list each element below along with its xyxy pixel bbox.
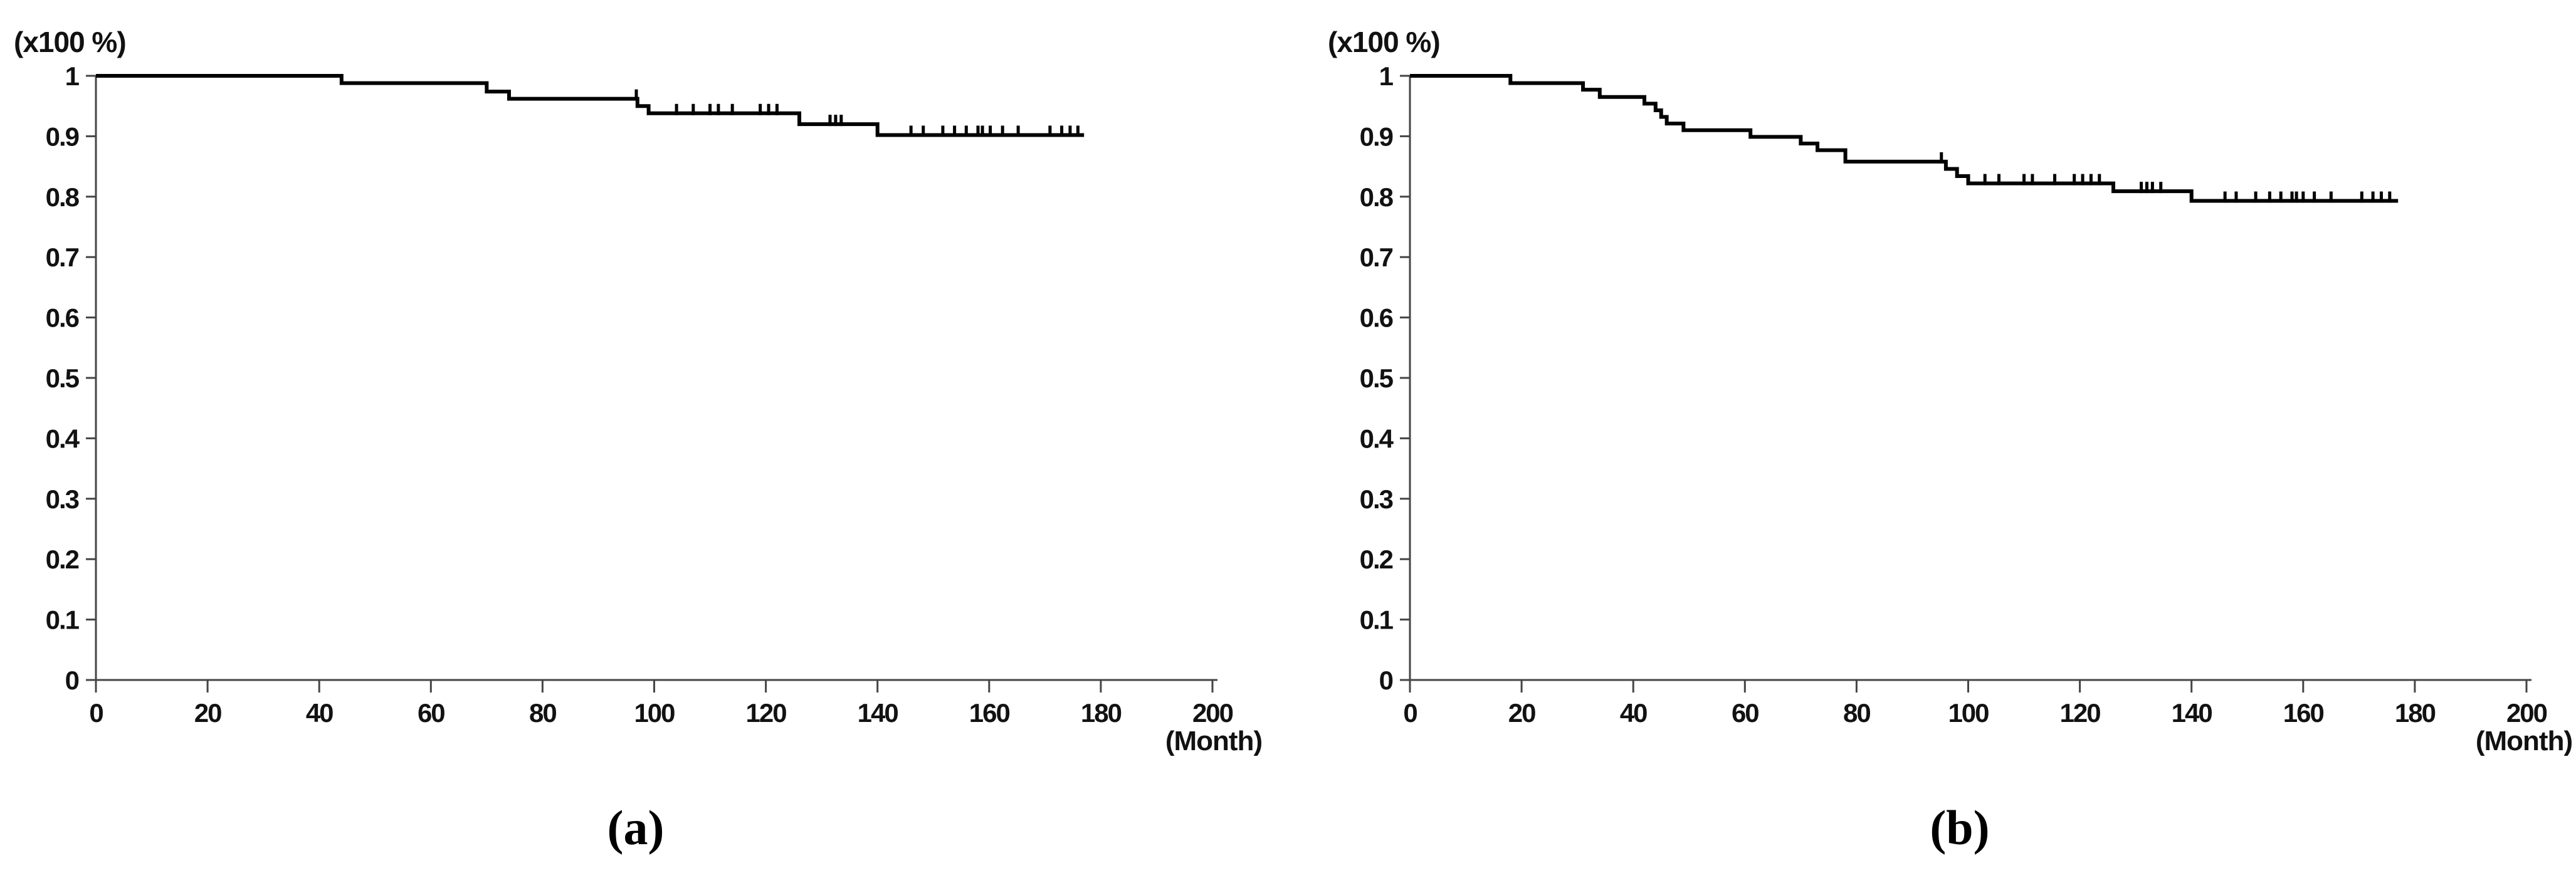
x-tick-label: 80 [529, 698, 556, 728]
y-tick-label: 0 [1379, 666, 1393, 695]
x-tick-label: 160 [969, 698, 1010, 728]
y-tick-label: 0.7 [46, 243, 79, 272]
x-tick-label: 180 [2395, 698, 2436, 728]
y-tick-label: 0.5 [1360, 363, 1394, 393]
y-tick-label: 0 [65, 666, 79, 695]
x-tick-label: 140 [2172, 698, 2212, 728]
x-tick-label: 20 [194, 698, 221, 728]
x-tick-label: 200 [1192, 698, 1233, 728]
y-tick-label: 0.8 [1360, 182, 1394, 212]
y-tick-label: 0.9 [46, 122, 79, 151]
x-tick-label: 180 [1081, 698, 1122, 728]
x-tick-label: 60 [418, 698, 444, 728]
x-axis-label-a: (Month) [1165, 726, 1263, 756]
chart-b: 0 20 40 60 80 100 120 140 160 180 200 1 0.9 0.8 0.7 0.6… [1314, 0, 2576, 873]
y-tick-label: 0.3 [1360, 484, 1393, 514]
y-tick-label: 0.7 [1360, 243, 1393, 272]
x-tick-label: 0 [89, 698, 103, 728]
x-tick-label: 40 [306, 698, 333, 728]
x-tick-label: 80 [1843, 698, 1870, 728]
panel-caption-a: (a) [607, 800, 665, 855]
y-tick-label: 0.2 [1360, 545, 1393, 574]
chart-a: 0 20 40 60 80 100 120 140 160 180 200 1 0.9 0.8 0.7 0.6… [0, 0, 1285, 873]
y-tick-label: 0.4 [46, 424, 80, 453]
y-axis-unit-label-b: (x100 %) [1328, 26, 1441, 58]
x-axis-label-b: (Month) [2475, 726, 2573, 756]
km-plot-a: 0 20 40 60 80 100 120 140 160 180 200 1 0.9 0.8 0.7 0.6… [46, 61, 1234, 728]
km-plot-b: 0 20 40 60 80 100 120 140 160 180 200 1 0.9 0.8 0.7 0.6… [1360, 61, 2548, 728]
y-tick-label: 1 [65, 61, 80, 91]
x-tick-label: 60 [1732, 698, 1759, 728]
x-tick-label: 120 [746, 698, 787, 728]
x-tick-label: 100 [1948, 698, 1989, 728]
y-tick-label: 0.4 [1360, 424, 1394, 453]
y-tick-label: 0.1 [46, 605, 80, 635]
survival-curve [96, 74, 1085, 137]
x-tick-label: 140 [858, 698, 898, 728]
y-tick-label: 0.6 [1360, 303, 1393, 333]
y-tick-label: 0.6 [46, 303, 79, 333]
x-tick-label: 20 [1508, 698, 1535, 728]
y-tick-label: 0.8 [46, 182, 80, 212]
y-tick-label: 0.9 [1360, 122, 1393, 151]
x-tick-label: 40 [1620, 698, 1647, 728]
y-tick-label: 0.2 [46, 545, 79, 574]
x-tick-label: 100 [634, 698, 675, 728]
x-tick-label: 160 [2283, 698, 2324, 728]
y-tick-label: 1 [1379, 61, 1394, 91]
survival-curve [1410, 74, 2399, 203]
x-tick-label: 120 [2060, 698, 2101, 728]
y-axis-unit-label-a: (x100 %) [14, 26, 127, 58]
y-tick-label: 0.3 [46, 484, 79, 514]
y-tick-label: 0.1 [1360, 605, 1394, 635]
x-tick-label: 200 [2506, 698, 2547, 728]
y-tick-label: 0.5 [46, 363, 80, 393]
x-tick-label: 0 [1403, 698, 1417, 728]
panel-caption-b: (b) [1930, 800, 1990, 855]
